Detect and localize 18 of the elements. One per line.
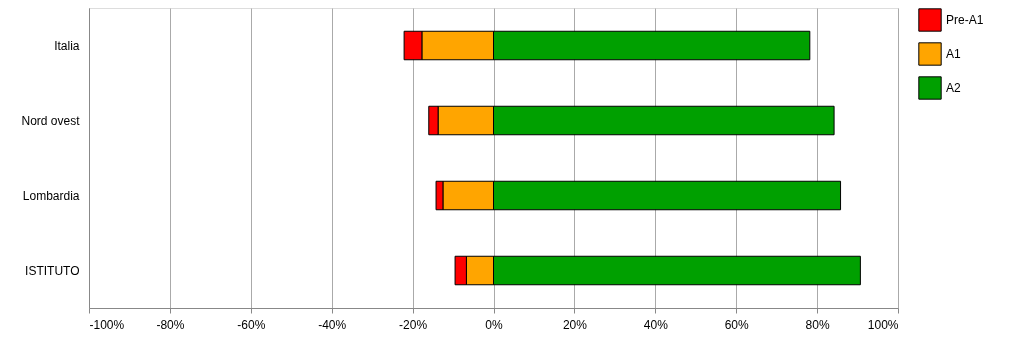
x-tick-label: -100% <box>89 317 125 332</box>
legend-label: Pre-A1 <box>946 13 984 27</box>
x-tick-label: 40% <box>643 317 669 332</box>
y-tick-label: ISTITUTO <box>25 263 80 278</box>
y-tick-label: Italia <box>54 38 80 53</box>
x-tick-label: 60% <box>724 317 750 332</box>
x-tick-label: 20% <box>562 317 588 332</box>
y-tick-label: Lombardia <box>22 188 80 203</box>
y-tick-label: Nord ovest <box>21 113 81 128</box>
x-tick-label: -40% <box>318 317 347 332</box>
x-tick-label: 100% <box>867 317 899 332</box>
x-tick-label: 80% <box>805 317 830 332</box>
x-tick-label: -80% <box>156 317 185 332</box>
x-tick-label: -20% <box>399 317 428 332</box>
legend-label: A1 <box>946 47 961 61</box>
legend-label: A2 <box>946 81 961 95</box>
x-tick-label: 0% <box>485 317 503 332</box>
x-tick-label: -60% <box>237 317 266 332</box>
